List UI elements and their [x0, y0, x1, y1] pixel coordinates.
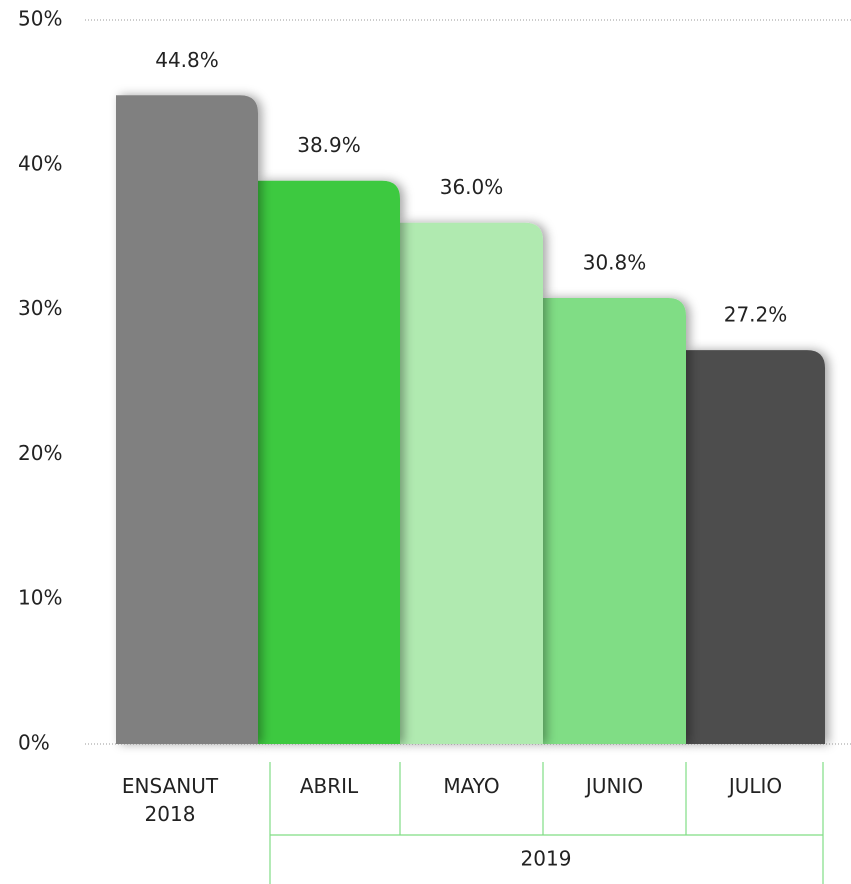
x-tick-label: ENSANUT 2018	[121, 774, 219, 826]
value-label: 30.8%	[583, 251, 647, 275]
x-tick-label: MAYO	[443, 774, 500, 798]
group-label: 2019	[521, 847, 572, 871]
x-tick-label: JULIO	[728, 774, 783, 798]
x-tick-label: JUNIO	[585, 774, 644, 798]
bar	[258, 180, 400, 744]
bar	[400, 222, 543, 745]
y-tick-label: 20%	[18, 441, 62, 465]
value-label: 27.2%	[724, 303, 788, 327]
value-label: 38.9%	[297, 133, 361, 157]
y-tick-label: 40%	[18, 151, 62, 175]
value-label: 36.0%	[440, 175, 504, 199]
group-frame	[269, 762, 824, 884]
bars	[116, 95, 825, 745]
y-tick-label: 0%	[18, 731, 50, 755]
x-tick-label: ABRIL	[299, 774, 359, 798]
y-tick-label: 50%	[18, 7, 62, 31]
y-tick-label: 30%	[18, 296, 62, 320]
value-label: 44.8%	[155, 48, 219, 72]
bar	[686, 350, 825, 744]
bar	[543, 298, 686, 744]
bar	[116, 95, 258, 744]
y-tick-label: 10%	[18, 586, 62, 610]
